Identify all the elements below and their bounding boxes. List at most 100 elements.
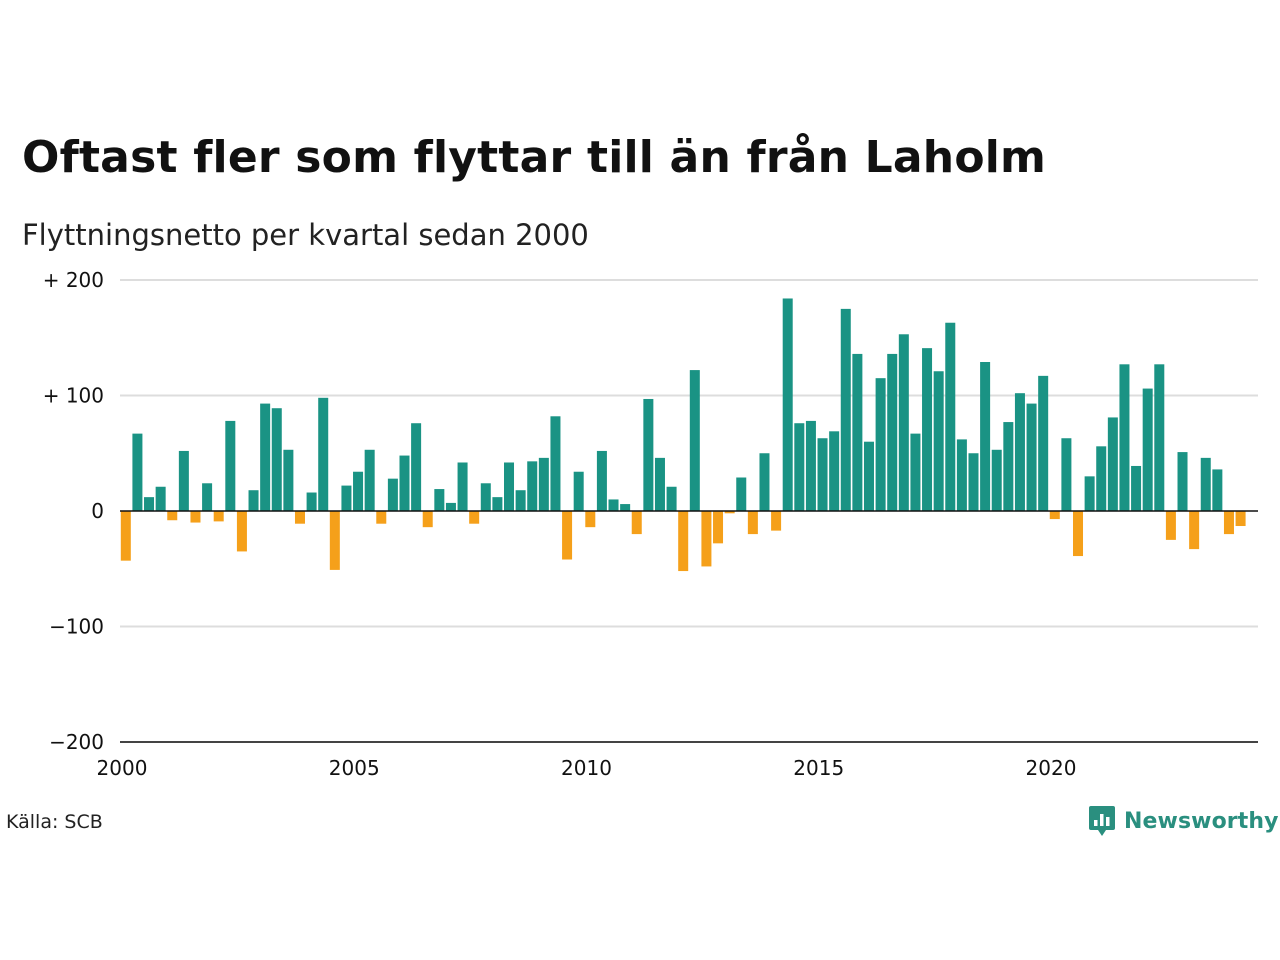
x-tick-label: 2020 <box>1026 756 1077 780</box>
x-tick-label: 2010 <box>561 756 612 780</box>
bar <box>840 308 851 512</box>
bar <box>898 334 909 511</box>
bar <box>573 471 584 511</box>
bar <box>515 490 526 511</box>
bar <box>550 416 561 511</box>
source-note: Källa: SCB <box>6 811 103 833</box>
bar <box>364 449 375 511</box>
bar <box>480 483 491 511</box>
bar <box>1200 457 1211 511</box>
bar <box>1119 364 1130 511</box>
bar <box>1096 446 1107 511</box>
y-tick-label: −200 <box>49 730 104 754</box>
y-tick-label: 0 <box>91 499 104 523</box>
bar <box>1061 438 1072 511</box>
bar <box>794 423 805 511</box>
bar <box>225 420 236 511</box>
bar <box>596 450 607 511</box>
bar <box>469 511 480 524</box>
bar <box>422 511 433 528</box>
bar <box>1073 511 1084 557</box>
bar <box>271 408 282 511</box>
bar <box>852 353 863 511</box>
bar <box>747 511 758 535</box>
x-tick-label: 2015 <box>793 756 844 780</box>
bar <box>887 353 898 511</box>
newsworthy-logo-icon <box>1089 806 1115 836</box>
y-tick-label: + 100 <box>43 384 104 408</box>
chart-title: Oftast fler som flyttar till än från Lah… <box>22 132 1047 183</box>
bar <box>260 403 271 511</box>
bar <box>1003 422 1014 511</box>
x-tick-label: 2005 <box>329 756 380 780</box>
bar <box>1142 388 1153 511</box>
bar <box>956 439 967 511</box>
bar <box>991 449 1002 511</box>
bar <box>1165 511 1176 540</box>
bar <box>504 462 515 511</box>
bar <box>144 497 155 511</box>
bar <box>620 504 631 511</box>
bar <box>236 511 247 552</box>
bar <box>492 497 503 511</box>
bar <box>713 511 724 544</box>
bar <box>120 511 131 561</box>
brand-logo: Newsworthy <box>1088 804 1279 838</box>
bar <box>817 438 828 511</box>
bar <box>1084 476 1095 511</box>
bar <box>1212 469 1223 511</box>
bar <box>1189 511 1200 550</box>
bar <box>666 486 677 511</box>
bar <box>608 499 619 511</box>
bar <box>678 511 689 572</box>
bar <box>387 478 398 511</box>
y-tick-label: + 200 <box>43 268 104 292</box>
bar <box>376 511 387 524</box>
bar <box>538 457 549 511</box>
bar <box>1026 403 1037 511</box>
bar <box>283 449 294 511</box>
bar <box>875 378 886 511</box>
bar <box>782 298 793 511</box>
bar <box>306 492 317 511</box>
bar <box>1107 417 1118 511</box>
bar <box>399 455 410 511</box>
bar <box>863 441 874 511</box>
bar <box>1038 375 1049 511</box>
bar <box>248 490 259 511</box>
bar <box>1154 364 1165 511</box>
bar <box>1131 465 1142 511</box>
bar <box>178 450 189 511</box>
bar <box>1223 511 1234 535</box>
bar <box>213 511 224 522</box>
bar <box>829 431 840 511</box>
bar <box>155 486 166 511</box>
bar <box>341 485 352 511</box>
bar <box>643 398 654 511</box>
bar <box>631 511 642 535</box>
bar <box>933 371 944 511</box>
bar <box>736 477 747 511</box>
bar <box>1014 393 1025 511</box>
chart-subtitle: Flyttningsnetto per kvartal sedan 2000 <box>22 218 589 252</box>
bar <box>724 511 735 514</box>
bar <box>434 489 445 511</box>
bar <box>411 423 422 511</box>
bar <box>132 433 143 511</box>
bar <box>805 420 816 511</box>
brand-name: Newsworthy <box>1124 808 1279 834</box>
bar <box>202 483 213 511</box>
bar <box>318 397 329 511</box>
bar <box>968 453 979 511</box>
bar <box>190 511 201 523</box>
bar <box>910 433 921 511</box>
bar <box>771 511 782 531</box>
bar <box>1235 511 1246 527</box>
bar <box>689 370 700 511</box>
bars <box>120 298 1246 572</box>
bar <box>585 511 596 528</box>
bar <box>980 362 991 511</box>
bar <box>329 511 340 570</box>
